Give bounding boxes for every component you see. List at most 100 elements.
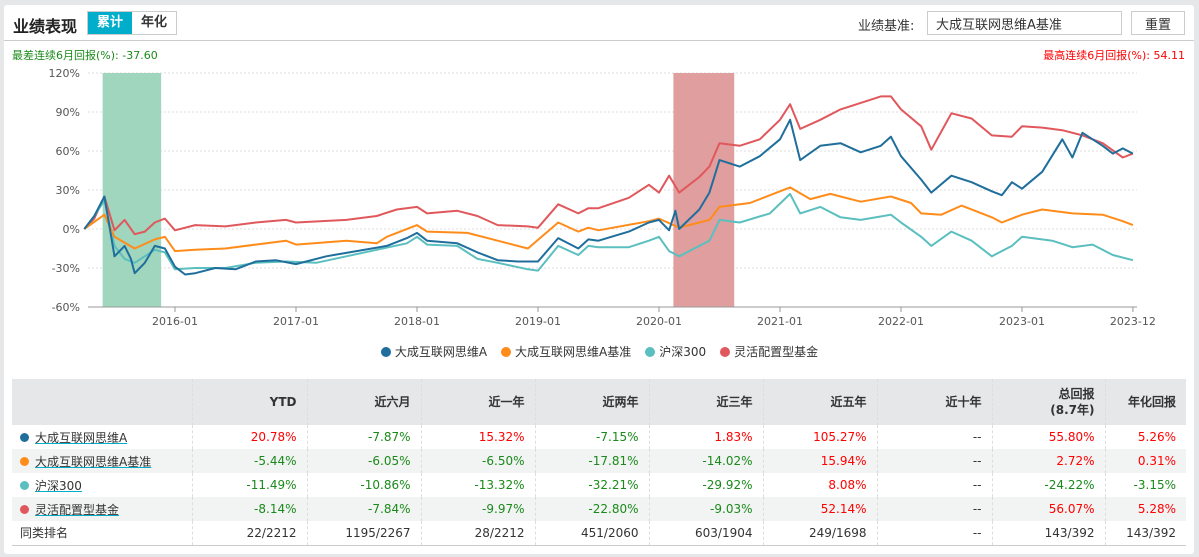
legend-item[interactable]: 大成互联网思维A [380, 343, 488, 360]
y-tick-label: 60% [56, 145, 80, 158]
x-tick-label: 2017-01 [273, 315, 319, 328]
panel-header: 业绩表现 累计 年化 业绩基准: 重置 [4, 5, 1194, 41]
value-cell: -9.97% [421, 497, 536, 521]
y-tick-label: -60% [52, 301, 80, 314]
best-6m-return: 最高连续6月回报(%): 54.11 [1043, 47, 1185, 63]
value-cell: -- [877, 473, 993, 497]
y-tick-label: 30% [56, 184, 80, 197]
table-header-row: YTD 近六月 近一年 近两年 近三年 近五年 近十年 总回报 (8.7年) 年化… [12, 379, 1186, 425]
rank-cell: 143/392 [1105, 521, 1186, 546]
value-cell: 15.32% [421, 425, 536, 449]
value-cell: -29.92% [649, 473, 764, 497]
x-tick-label: 2020-01 [636, 315, 682, 328]
series-link[interactable]: 灵活配置型基金 [35, 502, 120, 517]
series-link[interactable]: 大成互联网思维A基准 [35, 454, 152, 469]
table-row: 沪深300 -11.49% -10.86% -13.32% -32.21% -29.92%… [12, 473, 1186, 497]
tab-annualized[interactable]: 年化 [140, 15, 167, 30]
value-cell: -7.15% [535, 425, 650, 449]
value-cell: 0.31% [1105, 449, 1186, 473]
x-tick-label: 2021-01 [757, 315, 803, 328]
mode-tabs: 累计 年化 [87, 11, 177, 35]
value-cell: -6.50% [421, 449, 536, 473]
header-ytd: YTD [192, 379, 308, 425]
rank-cell: 451/2060 [535, 521, 650, 546]
legend-item[interactable]: 沪深300 [645, 343, 706, 360]
header-6m: 近六月 [307, 379, 422, 425]
legend-label: 大成互联网思维A基准 [515, 345, 632, 359]
table-row: 灵活配置型基金 -8.14% -7.84% -9.97% -22.80% -9.03% 52… [12, 497, 1186, 521]
series-dot-icon [20, 504, 29, 514]
legend-dot-icon [501, 346, 512, 357]
rank-cell: 249/1698 [763, 521, 878, 546]
legend-dot-icon [645, 346, 656, 357]
header-total-years: (8.7年) [1050, 403, 1095, 417]
value-cell: 52.14% [763, 497, 878, 521]
rank-cell: 22/2212 [192, 521, 308, 546]
value-cell: -5.44% [192, 449, 308, 473]
value-cell: 2.72% [992, 449, 1106, 473]
series-line-fund [83, 118, 1134, 276]
rank-row: 同类排名 22/2212 1195/2267 28/2212 451/2060 603/1… [12, 521, 1186, 546]
x-tick-label: 2023-01 [999, 315, 1045, 328]
value-cell: -- [877, 497, 993, 521]
performance-table: YTD 近六月 近一年 近两年 近三年 近五年 近十年 总回报 (8.7年) 年化… [12, 379, 1186, 546]
panel-title: 业绩表现 [13, 17, 78, 36]
y-tick-label: -30% [52, 262, 80, 275]
benchmark-label: 业绩基准: [858, 19, 915, 34]
benchmark-input[interactable] [927, 11, 1122, 35]
value-cell: -24.22% [992, 473, 1106, 497]
value-cell: -17.81% [535, 449, 650, 473]
legend-dot-icon [720, 346, 731, 357]
series-link[interactable]: 沪深300 [35, 478, 82, 493]
value-cell: 55.80% [992, 425, 1106, 449]
series-dot-icon [20, 432, 29, 442]
rank-cell: -- [877, 521, 993, 546]
value-cell: 1.83% [649, 425, 764, 449]
value-cell: -9.03% [649, 497, 764, 521]
reset-button[interactable]: 重置 [1131, 11, 1185, 35]
y-tick-label: 90% [56, 106, 80, 119]
value-cell: -7.87% [307, 425, 422, 449]
value-cell: -- [877, 425, 993, 449]
header-10y: 近十年 [877, 379, 993, 425]
series-link[interactable]: 大成互联网思维A [35, 430, 128, 445]
rank-label: 同类排名 [12, 521, 193, 546]
header-total-label: 总回报 [1058, 387, 1095, 401]
legend-item[interactable]: 大成互联网思维A基准 [501, 343, 631, 360]
header-name [12, 379, 193, 425]
worst-label: 最差连续6月回报(%): [12, 49, 119, 62]
y-tick-label: 120% [49, 67, 80, 80]
header-1y: 近一年 [421, 379, 536, 425]
x-tick-label: 2018-01 [394, 315, 440, 328]
legend-label: 大成互联网思维A [394, 345, 488, 359]
performance-chart: 120% 90% 60% 30% 0% -30% -60% 2016-01 2017-01 201… [49, 67, 1156, 328]
row-name-cell: 沪深300 [12, 473, 193, 497]
value-cell: -7.84% [307, 497, 422, 521]
rank-cell: 1195/2267 [307, 521, 422, 546]
value-cell: -- [877, 449, 993, 473]
y-tick-label: 0% [63, 223, 80, 236]
header-total: 总回报 (8.7年) [992, 379, 1106, 425]
worst-6m-return: 最差连续6月回报(%): -37.60 [12, 47, 158, 63]
x-tick-label: 2022-01 [878, 315, 924, 328]
best-label: 最高连续6月回报(%): [1043, 49, 1150, 62]
shaded-period [102, 73, 162, 307]
value-cell: 56.07% [992, 497, 1106, 521]
legend-dot-icon [380, 346, 391, 357]
rank-cell: 28/2212 [421, 521, 536, 546]
series-dot-icon [20, 480, 29, 490]
value-cell: -11.49% [192, 473, 308, 497]
x-tick-label: 2023-12 [1110, 315, 1156, 328]
row-name-cell: 大成互联网思维A [12, 425, 193, 449]
value-cell: -22.80% [535, 497, 650, 521]
value-cell: -8.14% [192, 497, 308, 521]
header-2y: 近两年 [535, 379, 650, 425]
value-cell: 15.94% [763, 449, 878, 473]
tab-cumulative[interactable]: 累计 [88, 12, 132, 34]
value-cell: 5.28% [1105, 497, 1186, 521]
value-cell: 105.27% [763, 425, 878, 449]
legend-item[interactable]: 灵活配置型基金 [720, 343, 818, 360]
chart-legend: 大成互联网思维A 大成互联网思维A基准 沪深300 灵活配置型基金 [0, 343, 1199, 360]
value-cell: -13.32% [421, 473, 536, 497]
header-annualized: 年化回报 [1105, 379, 1186, 425]
